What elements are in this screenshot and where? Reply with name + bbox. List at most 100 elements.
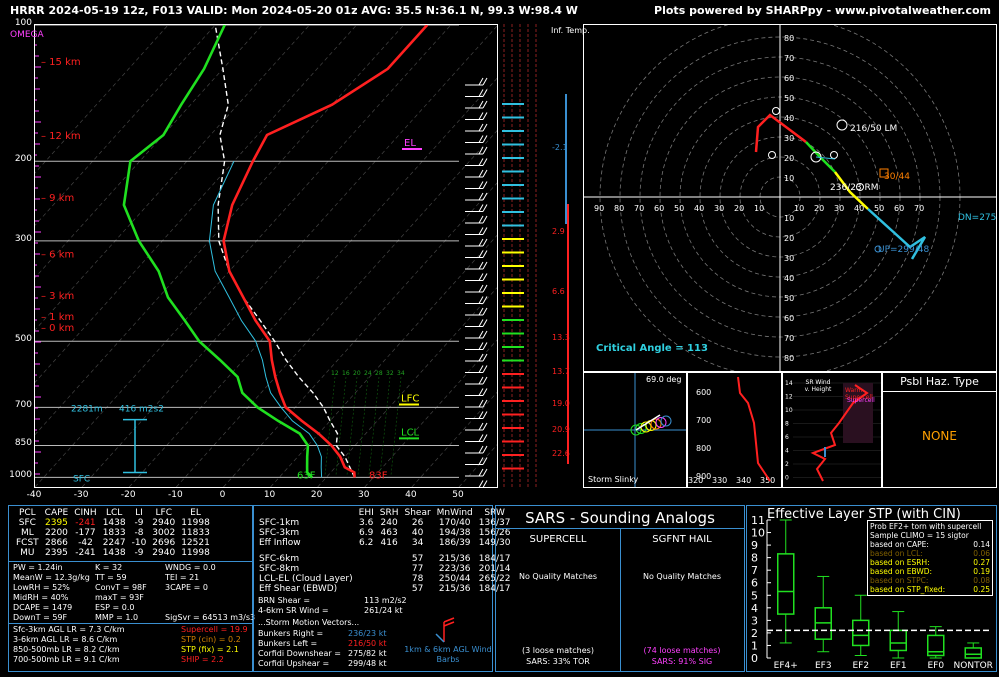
omega-label: OMEGA	[10, 30, 44, 40]
height-label: – 0 km	[41, 323, 74, 334]
table-cell: 2200	[45, 528, 68, 538]
table-cell: 149/30	[478, 538, 511, 548]
index-value: DCAPE = 1479	[13, 603, 73, 612]
temp-tick: -10	[167, 490, 183, 500]
theta-e-panel: 600 700 800 900 320 330 340 350	[687, 372, 782, 488]
mixing-ratio-label: 16	[342, 370, 350, 377]
stp-legend-label: based on EBWD:	[870, 567, 933, 576]
table-cell: 3.6	[359, 518, 374, 528]
hodo-x-tick: 40	[694, 204, 704, 213]
srw-y-tick: 6	[785, 434, 789, 441]
table-cell: 1438	[102, 548, 126, 558]
isotherm	[35, 25, 310, 331]
height-label: – 9 km	[41, 193, 74, 204]
stp-category: EF3	[815, 661, 832, 671]
stp-y-tick: 8	[751, 552, 758, 565]
stp-legend-row: Sample CLIMO = 15 sigtor	[870, 531, 990, 540]
warm-supercell-label: Warm Supercell	[845, 387, 873, 401]
stp-title: Effective Layer STP (with CIN)	[767, 507, 961, 522]
table-row: MU 2395 -241 1438 -9 2940 11998	[13, 548, 213, 558]
hodo-x-tick: 30	[714, 204, 724, 213]
sars-supercell-match: No Quality Matches	[518, 572, 598, 581]
thermo-col-header: LFC	[155, 508, 172, 518]
table-row: Eff Shear (EBWD) 57 215/36 184/17	[256, 584, 513, 594]
height-label: – 15 km	[41, 57, 81, 68]
sr-wind-trace	[810, 384, 869, 482]
stp-category: EF0	[927, 661, 944, 671]
index-value: MidRH = 40%	[13, 593, 69, 602]
table-cell: 40	[411, 528, 424, 538]
table-cell: 250/44	[438, 574, 471, 584]
stp-legend-label: based on STP_fixed:	[870, 585, 946, 594]
table-cell: 2395	[45, 518, 68, 528]
stp-legend-value: 0.19	[973, 567, 990, 576]
table-cell: 57	[411, 554, 424, 564]
pressure-tick: 500	[14, 334, 32, 345]
lcl-marker: LCL	[401, 427, 420, 438]
storm-motion-label: Bunkers Left =	[258, 639, 318, 648]
table-cell: 3002	[152, 528, 176, 538]
table-cell: -10	[131, 538, 147, 548]
sars-panel: SARS - Sounding Analogs SUPERCELL SGFNT …	[495, 505, 745, 672]
stp-box	[777, 553, 795, 615]
inferred-temp-column: -2.1 2.9 6.6 13.3 13.7 19.0 20.9 22.6	[498, 24, 580, 488]
mean-wind-marker	[879, 168, 889, 178]
table-cell: -241	[75, 548, 96, 558]
header-title: HRRR 2024-05-19 12z, F013 VALID: Mon 202…	[10, 4, 578, 17]
table-cell: SFC-8km	[259, 564, 300, 574]
wind-barbs-icon	[430, 614, 460, 644]
table-cell: 223/36	[438, 564, 471, 574]
hodo-km-marker	[830, 151, 838, 159]
hodo-ring-label: 50	[784, 94, 794, 103]
theta-x-tick: 350	[760, 476, 775, 485]
hodo-ring-label: 30	[784, 254, 794, 263]
hodo-ring-label: 10	[784, 214, 794, 223]
index-value: PW = 1.24in	[13, 563, 63, 572]
height-label: – 6 km	[41, 250, 74, 261]
table-cell: 201/14	[478, 564, 511, 574]
hodo-trace	[867, 208, 927, 260]
storm-motion-value: 275/82 kt	[348, 649, 387, 658]
table-row: ML 2200 -177 1833 -8 3002 11833	[13, 528, 213, 538]
rm-label: 236/23 RM	[830, 183, 879, 193]
table-cell: -9	[134, 518, 144, 528]
index-value: 3CAPE = 0	[165, 583, 208, 592]
storm-motion-row: Bunkers Right = 236/23 kt	[258, 629, 386, 639]
temp-tick: 10	[263, 490, 276, 500]
skewt-panel: – 15 km – 12 km – 9 km – 6 km – 3 km – 1 km – …	[34, 24, 498, 488]
table-cell: 57	[411, 584, 424, 594]
stp-y-tick: 7	[751, 564, 758, 577]
table-cell	[356, 551, 377, 564]
sars-hail-head: SGFNT HAIL	[652, 534, 712, 545]
sr-wind-panel: 14 12 10 8 6 4 2 0 SR Wind v. Height Warm Super…	[782, 372, 882, 488]
slinky-ring	[655, 417, 667, 428]
hodo-ring-label: 20	[784, 154, 794, 163]
theta-y-tick: 700	[696, 416, 711, 425]
sfc-temp-label: 83F	[369, 470, 388, 481]
hodo-x-tick: 50	[874, 204, 884, 213]
kin-col-header: Shear	[404, 508, 431, 518]
lapse-rate: 700-500mb LR = 9.1 C/km	[13, 655, 120, 664]
parcel-table: PCL CAPE CINH LCL LI LFC EL SFC 2395 -241 1438 -9 29…	[13, 508, 213, 558]
table-cell: 186/39	[438, 538, 471, 548]
brn-shear-value: 113 m2/s2	[364, 596, 407, 605]
thermo-col-header: PCL	[18, 508, 36, 518]
theta-label: 13.3	[552, 333, 570, 342]
hodo-x-tick: 60	[654, 204, 664, 213]
temp-tick: 40	[405, 490, 417, 500]
table-cell: -241	[75, 518, 96, 528]
table-cell: 1833	[102, 528, 126, 538]
temp-tick: 0	[219, 490, 226, 500]
mixing-ratio-label: 12	[331, 370, 339, 377]
theta-label: 20.9	[552, 425, 570, 434]
stp-y-tick: 3	[751, 614, 758, 627]
storm-motion-label: Corfidi Upshear =	[258, 659, 330, 668]
dewpoint-trace	[122, 25, 314, 479]
stp-box	[852, 619, 870, 647]
table-cell: 265/22	[478, 574, 511, 584]
table-cell: 12521	[181, 538, 210, 548]
sars-hail-match: No Quality Matches	[642, 572, 722, 581]
hodograph-panel: 10 10 20 20 30 30 40 40 50 50 60 60 70 70 80 80 90 80 70 60…	[583, 24, 997, 372]
storm-motion-title: ...Storm Motion Vectors...	[258, 618, 360, 627]
sars-hail-prob: SARS: 91% SIG	[651, 657, 713, 666]
